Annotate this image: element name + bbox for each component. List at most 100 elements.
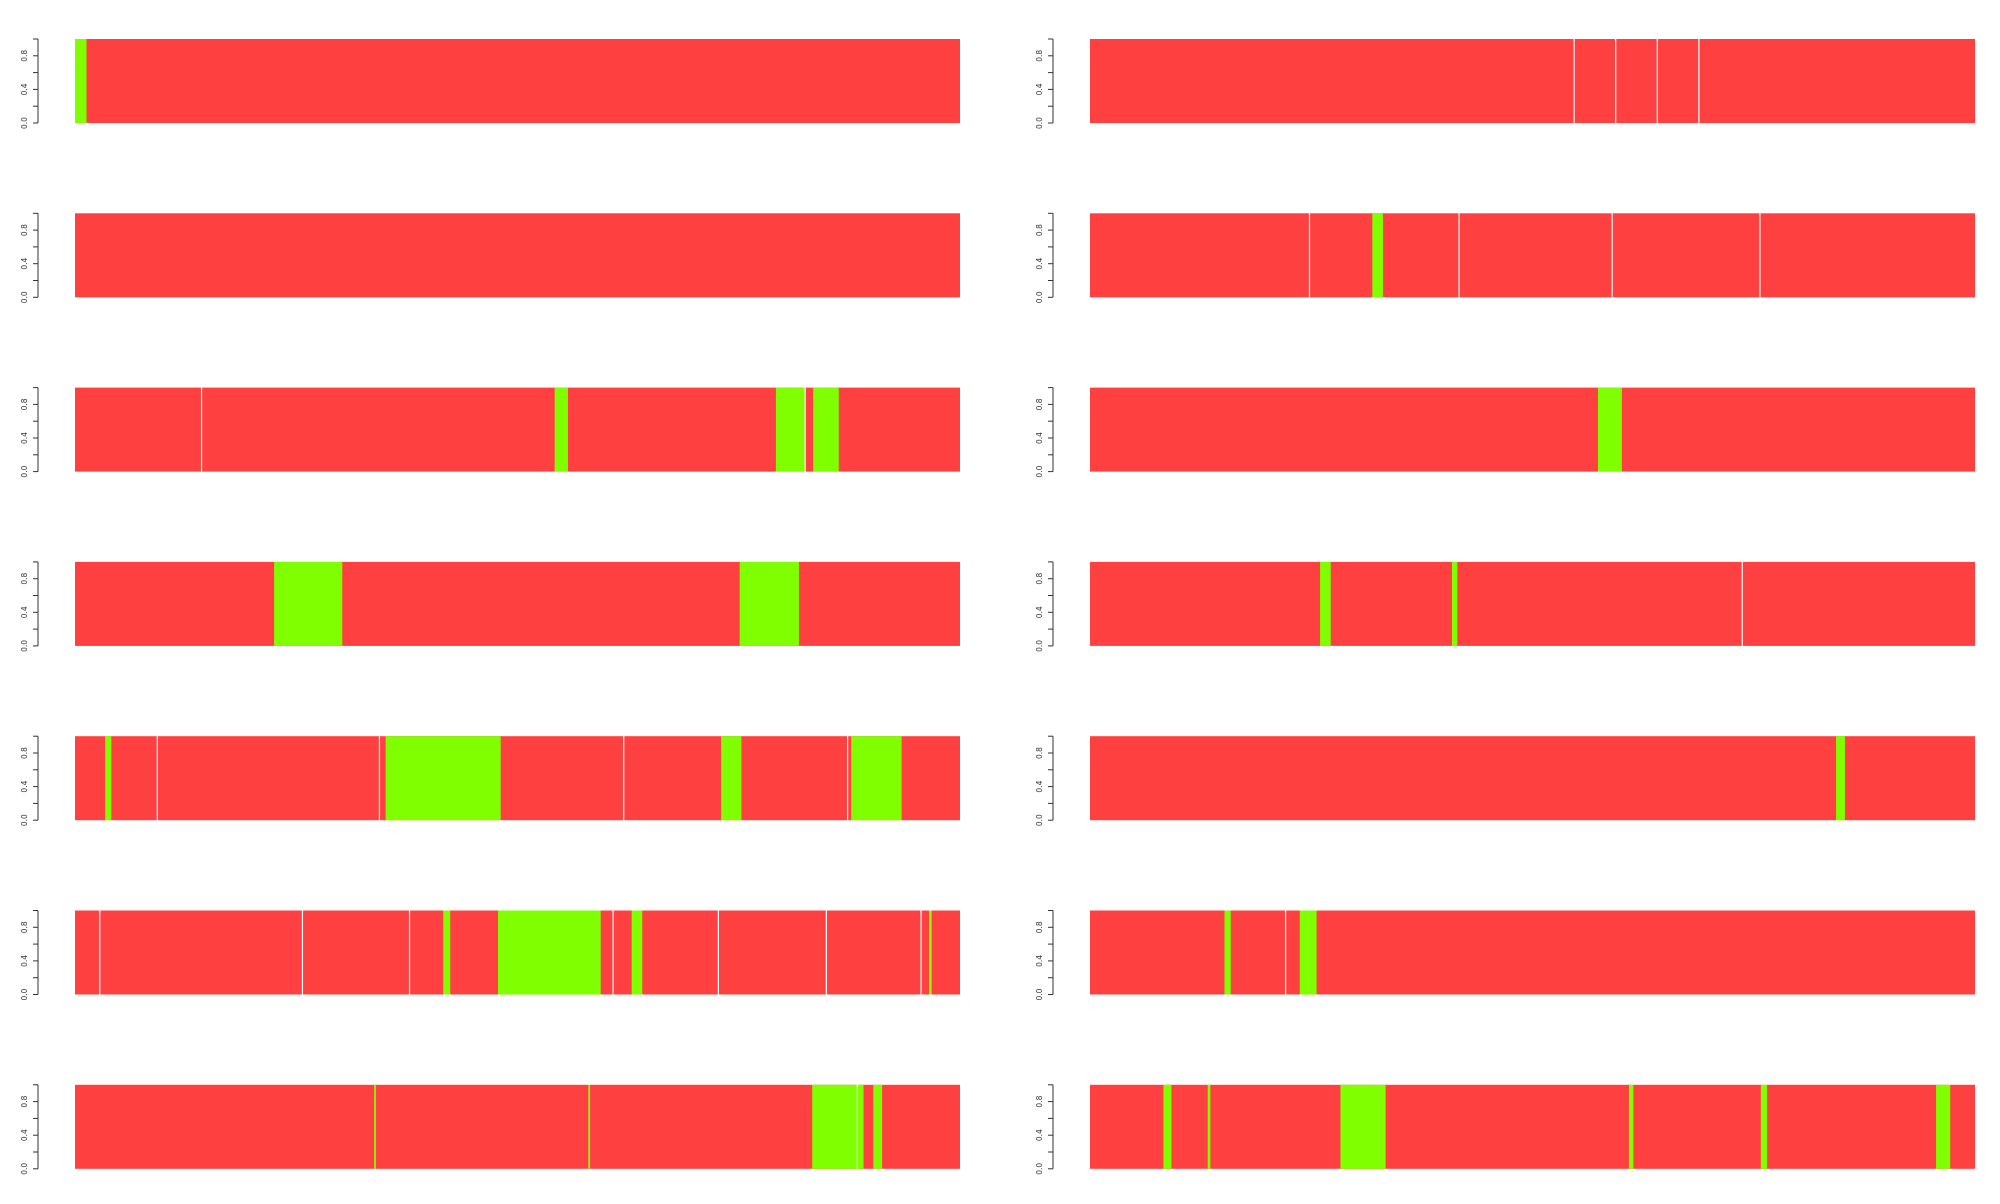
bar-separator xyxy=(1611,213,1613,298)
bar-red-base xyxy=(1090,561,1975,646)
bar-red-base xyxy=(75,736,960,821)
bar-red-base xyxy=(1090,1084,1975,1169)
y-tick-label: 0.4 xyxy=(1035,780,1044,792)
panel-4: 0.0 0.4 0.8 xyxy=(1035,212,1975,303)
bar-separator xyxy=(612,910,614,995)
bar-green-segment xyxy=(1597,387,1622,472)
y-tick-label: 0.8 xyxy=(20,921,29,933)
y-tick-label: 0.4 xyxy=(20,258,29,270)
y-tick-label: 0.4 xyxy=(1035,432,1044,444)
bar-separator xyxy=(200,387,203,472)
y-tick-label: 0.8 xyxy=(20,573,29,585)
panel-8: 0.0 0.4 0.8 xyxy=(1035,561,1975,652)
bar-green-segment xyxy=(873,1084,883,1169)
bar-green-segment xyxy=(105,736,112,821)
y-tick-label: 0.4 xyxy=(20,606,29,618)
bar-red-base xyxy=(1090,213,1975,298)
bar-separator xyxy=(1615,39,1617,123)
panel-1: 0.0 0.4 0.8 xyxy=(20,38,960,129)
bar-green-segment xyxy=(1299,910,1317,995)
bar-green-segment xyxy=(812,1084,864,1169)
bar-separator xyxy=(301,910,304,995)
y-tick-label: 0.8 xyxy=(1035,1095,1044,1107)
bar-separator xyxy=(408,910,411,995)
bar-separator xyxy=(1656,39,1658,123)
bar-green-segment xyxy=(631,910,643,995)
panel-13: 0.0 0.4 0.8 xyxy=(20,1084,960,1175)
bar-green-segment xyxy=(75,39,87,123)
bar-red-base xyxy=(1090,387,1975,472)
bar-green-segment xyxy=(1451,561,1458,646)
bar-green-segment xyxy=(1163,1084,1172,1169)
y-tick-label: 0.8 xyxy=(1035,921,1044,933)
bar-green-segment xyxy=(1372,213,1383,298)
bar-green-segment xyxy=(443,910,451,995)
bar-green-segment xyxy=(929,910,932,995)
y-tick-label: 0.8 xyxy=(20,398,29,410)
bar-green-segment xyxy=(498,910,601,995)
y-tick-label: 0.4 xyxy=(1035,955,1044,967)
bar-green-segment xyxy=(588,1084,591,1169)
y-tick-label: 0.4 xyxy=(20,780,29,792)
bar-separator xyxy=(156,736,158,821)
y-tick-label: 0.4 xyxy=(1035,606,1044,618)
bar-separator xyxy=(1458,213,1460,298)
bar-red-base xyxy=(75,561,960,646)
y-tick-label: 0.8 xyxy=(1035,50,1044,62)
bar-separator xyxy=(378,736,381,821)
y-tick-label: 0.0 xyxy=(20,1163,29,1175)
bar-green-segment xyxy=(802,387,806,472)
y-tick-label: 0.4 xyxy=(1035,258,1044,270)
panel-7: 0.0 0.4 0.8 xyxy=(20,561,960,652)
bar-red-base xyxy=(75,213,960,298)
y-tick-label: 0.0 xyxy=(1035,1163,1044,1175)
bar-green-segment xyxy=(775,387,803,472)
bar-green-segment xyxy=(851,736,902,821)
y-tick-label: 0.0 xyxy=(1035,988,1044,1000)
y-tick-label: 0.4 xyxy=(20,83,29,95)
bar-red-base xyxy=(1090,910,1975,995)
bar-green-segment xyxy=(1207,1084,1211,1169)
y-tick-label: 0.0 xyxy=(1035,640,1044,652)
y-tick-label: 0.8 xyxy=(20,1095,29,1107)
panel-11: 0.0 0.4 0.8 xyxy=(20,910,960,1000)
bar-separator xyxy=(1698,39,1700,123)
bar-green-segment xyxy=(721,736,742,821)
bar-green-segment xyxy=(274,561,343,646)
y-tick-label: 0.8 xyxy=(20,50,29,62)
bar-green-segment xyxy=(1836,736,1845,821)
bar-separator xyxy=(1573,39,1575,123)
bar-red-base xyxy=(1090,39,1975,123)
bar-green-segment xyxy=(1224,910,1231,995)
bar-separator xyxy=(623,736,625,821)
y-tick-label: 0.4 xyxy=(1035,83,1044,95)
bar-red-base xyxy=(75,387,960,472)
bar-green-segment xyxy=(1320,561,1331,646)
bar-red-base xyxy=(1090,736,1975,821)
panel-2: 0.0 0.4 0.8 xyxy=(1035,38,1975,129)
y-tick-label: 0.8 xyxy=(20,747,29,759)
y-tick-label: 0.8 xyxy=(20,224,29,236)
y-tick-label: 0.8 xyxy=(1035,224,1044,236)
bar-green-segment xyxy=(1936,1084,1951,1169)
y-tick-label: 0.8 xyxy=(1035,747,1044,759)
bar-green-segment xyxy=(1340,1084,1386,1169)
bar-green-segment xyxy=(385,736,501,821)
bar-separator xyxy=(1759,213,1761,298)
y-tick-label: 0.0 xyxy=(1035,291,1044,303)
y-tick-label: 0.0 xyxy=(1035,814,1044,826)
panel-12: 0.0 0.4 0.8 xyxy=(1035,910,1975,1000)
y-tick-label: 0.0 xyxy=(20,988,29,1000)
bar-separator xyxy=(920,910,922,995)
bar-separator xyxy=(1741,561,1743,646)
panel-10: 0.0 0.4 0.8 xyxy=(1035,735,1975,826)
y-tick-label: 0.4 xyxy=(20,1129,29,1141)
panel-9: 0.0 0.4 0.8 xyxy=(20,735,960,826)
y-tick-label: 0.0 xyxy=(20,814,29,826)
y-tick-label: 0.0 xyxy=(20,465,29,477)
bar-green-segment xyxy=(813,387,839,472)
bar-green-segment xyxy=(374,1084,376,1169)
bar-separator xyxy=(1284,910,1287,995)
panel-14: 0.0 0.4 0.8 xyxy=(1035,1084,1975,1175)
